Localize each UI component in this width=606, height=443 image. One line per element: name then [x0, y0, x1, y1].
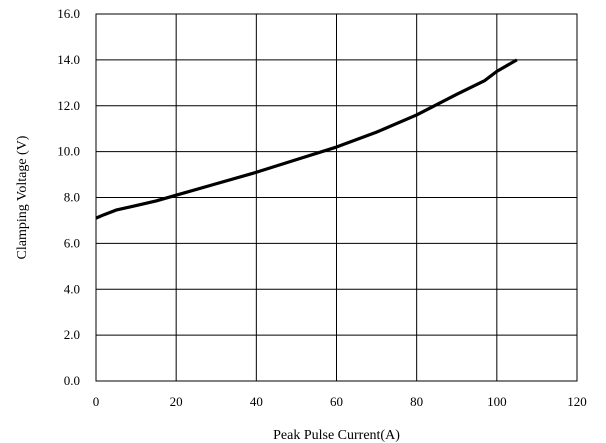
- y-axis-ticks: 0.0 2.0 4.0 6.0 8.0 10.0 12.0 14.0 16.0: [57, 6, 80, 388]
- x-tick-label: 80: [410, 394, 423, 409]
- y-tick-label: 4.0: [64, 281, 80, 296]
- y-tick-label: 0.0: [64, 373, 80, 388]
- x-tick-label: 40: [250, 394, 263, 409]
- x-tick-label: 20: [170, 394, 183, 409]
- y-tick-label: 12.0: [57, 98, 80, 113]
- y-tick-label: 14.0: [57, 52, 80, 67]
- y-tick-label: 6.0: [64, 235, 80, 250]
- y-tick-label: 16.0: [57, 6, 80, 21]
- x-tick-label: 100: [487, 394, 507, 409]
- y-tick-label: 2.0: [64, 327, 80, 342]
- x-tick-label: 120: [567, 394, 587, 409]
- series-line: [95, 58, 518, 220]
- x-axis-ticks: 0 20 40 60 80 100 120: [93, 394, 587, 409]
- x-axis-label: Peak Pulse Current(A): [273, 428, 400, 443]
- x-tick-label: 0: [93, 394, 100, 409]
- y-tick-label: 8.0: [64, 190, 80, 205]
- plot-area-border: [95, 13, 578, 382]
- y-axis-label: Clamping Voltage (V): [15, 135, 30, 259]
- x-tick-label: 60: [330, 394, 343, 409]
- grid: [96, 14, 577, 381]
- y-tick-label: 10.0: [57, 144, 80, 159]
- series-layer: [95, 58, 518, 220]
